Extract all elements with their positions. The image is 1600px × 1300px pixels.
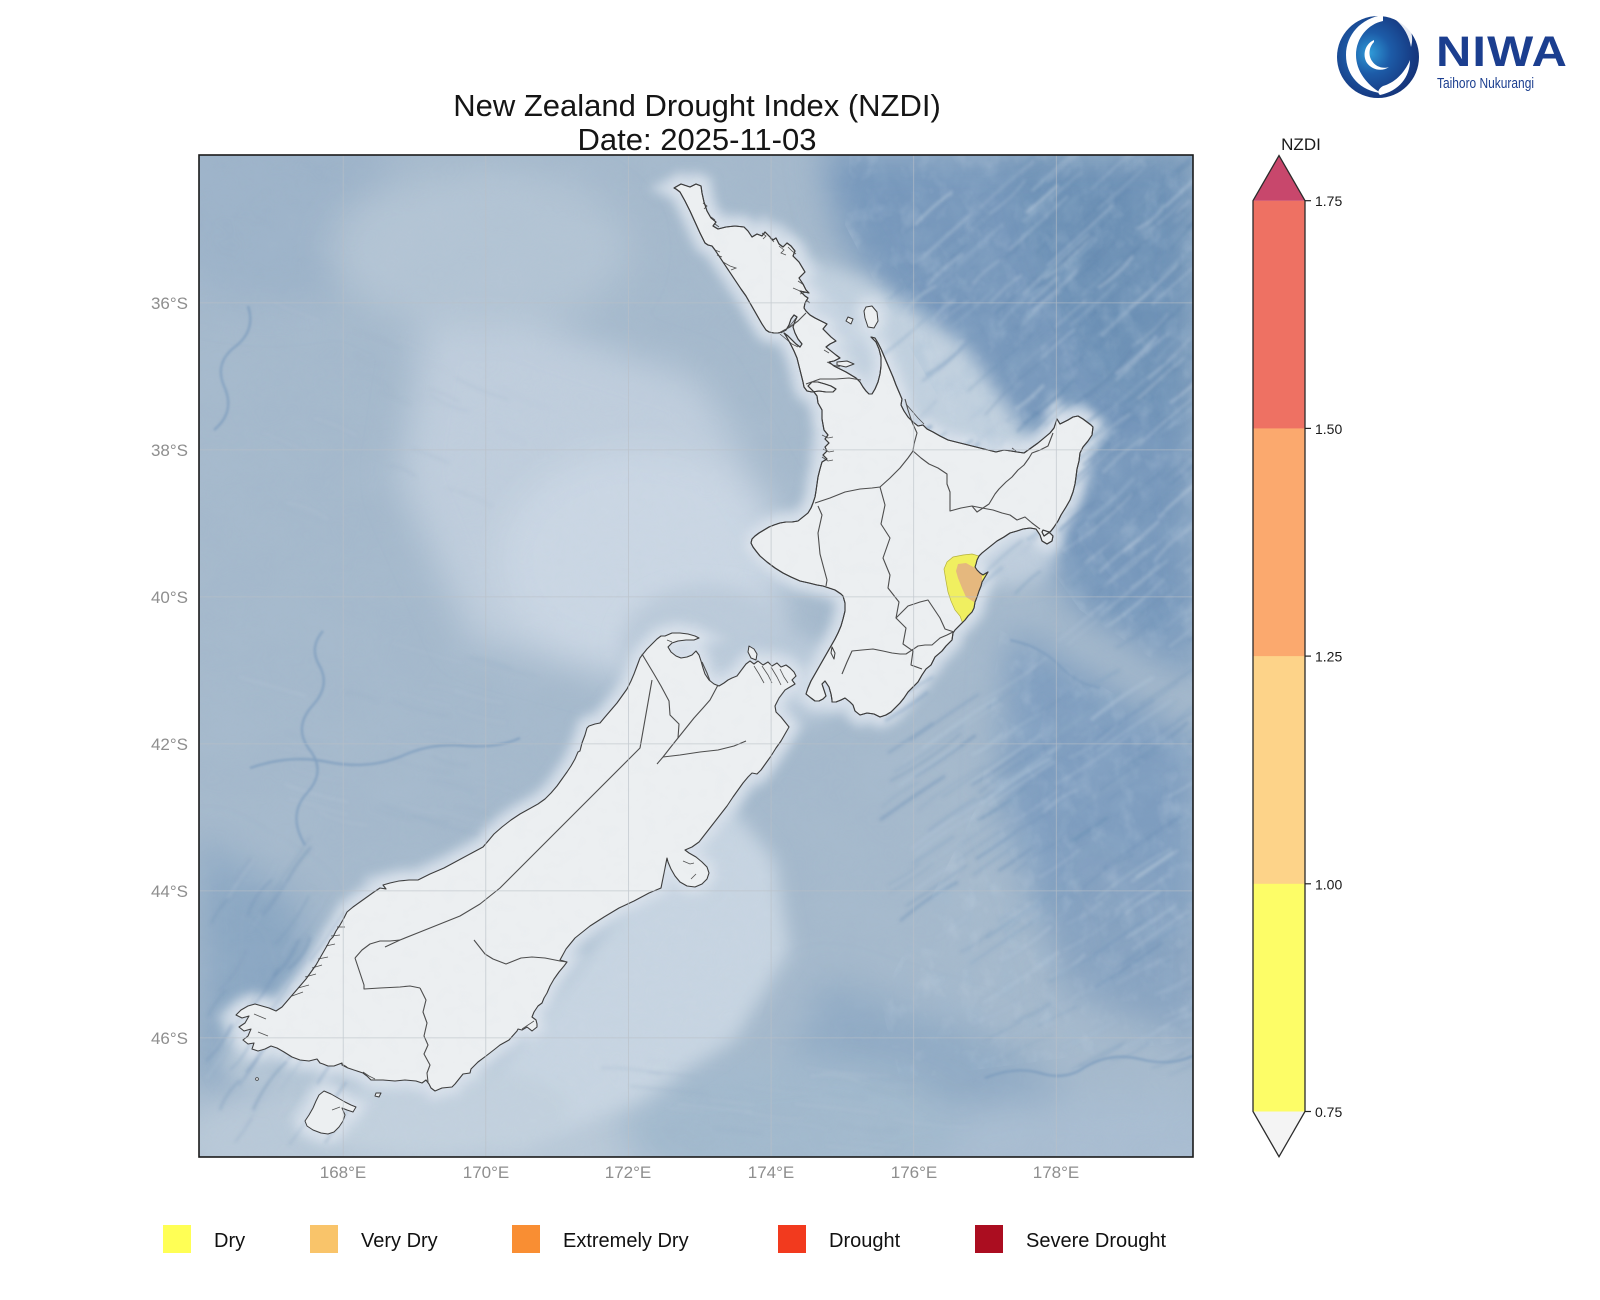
svg-text:NZDI: NZDI <box>1281 135 1321 154</box>
svg-text:Date: 2025-11-03: Date: 2025-11-03 <box>578 122 817 157</box>
svg-text:176°E: 176°E <box>891 1163 938 1182</box>
svg-text:1.75: 1.75 <box>1315 193 1342 209</box>
svg-text:174°E: 174°E <box>748 1163 795 1182</box>
svg-text:40°S: 40°S <box>151 588 188 607</box>
svg-text:Extremely Dry: Extremely Dry <box>563 1230 689 1252</box>
svg-text:172°E: 172°E <box>605 1163 652 1182</box>
svg-text:36°S: 36°S <box>151 294 188 313</box>
svg-text:170°E: 170°E <box>463 1163 510 1182</box>
svg-text:42°S: 42°S <box>151 735 188 754</box>
svg-text:46°S: 46°S <box>151 1029 188 1048</box>
svg-text:1.00: 1.00 <box>1315 876 1342 892</box>
svg-text:NIWA: NIWA <box>1436 28 1568 76</box>
svg-text:Severe Drought: Severe Drought <box>1026 1230 1167 1252</box>
svg-text:1.50: 1.50 <box>1315 421 1342 437</box>
svg-text:0.75: 0.75 <box>1315 1104 1342 1120</box>
svg-text:Very Dry: Very Dry <box>361 1230 438 1252</box>
svg-text:Dry: Dry <box>214 1230 245 1252</box>
svg-text:168°E: 168°E <box>320 1163 367 1182</box>
svg-text:38°S: 38°S <box>151 441 188 460</box>
svg-text:44°S: 44°S <box>151 882 188 901</box>
svg-text:Taihoro Nukurangi: Taihoro Nukurangi <box>1437 76 1534 92</box>
svg-text:178°E: 178°E <box>1033 1163 1080 1182</box>
svg-text:1.25: 1.25 <box>1315 649 1342 665</box>
svg-text:Drought: Drought <box>829 1230 901 1252</box>
svg-text:New Zealand Drought Index (NZD: New Zealand Drought Index (NZDI) <box>453 88 941 123</box>
